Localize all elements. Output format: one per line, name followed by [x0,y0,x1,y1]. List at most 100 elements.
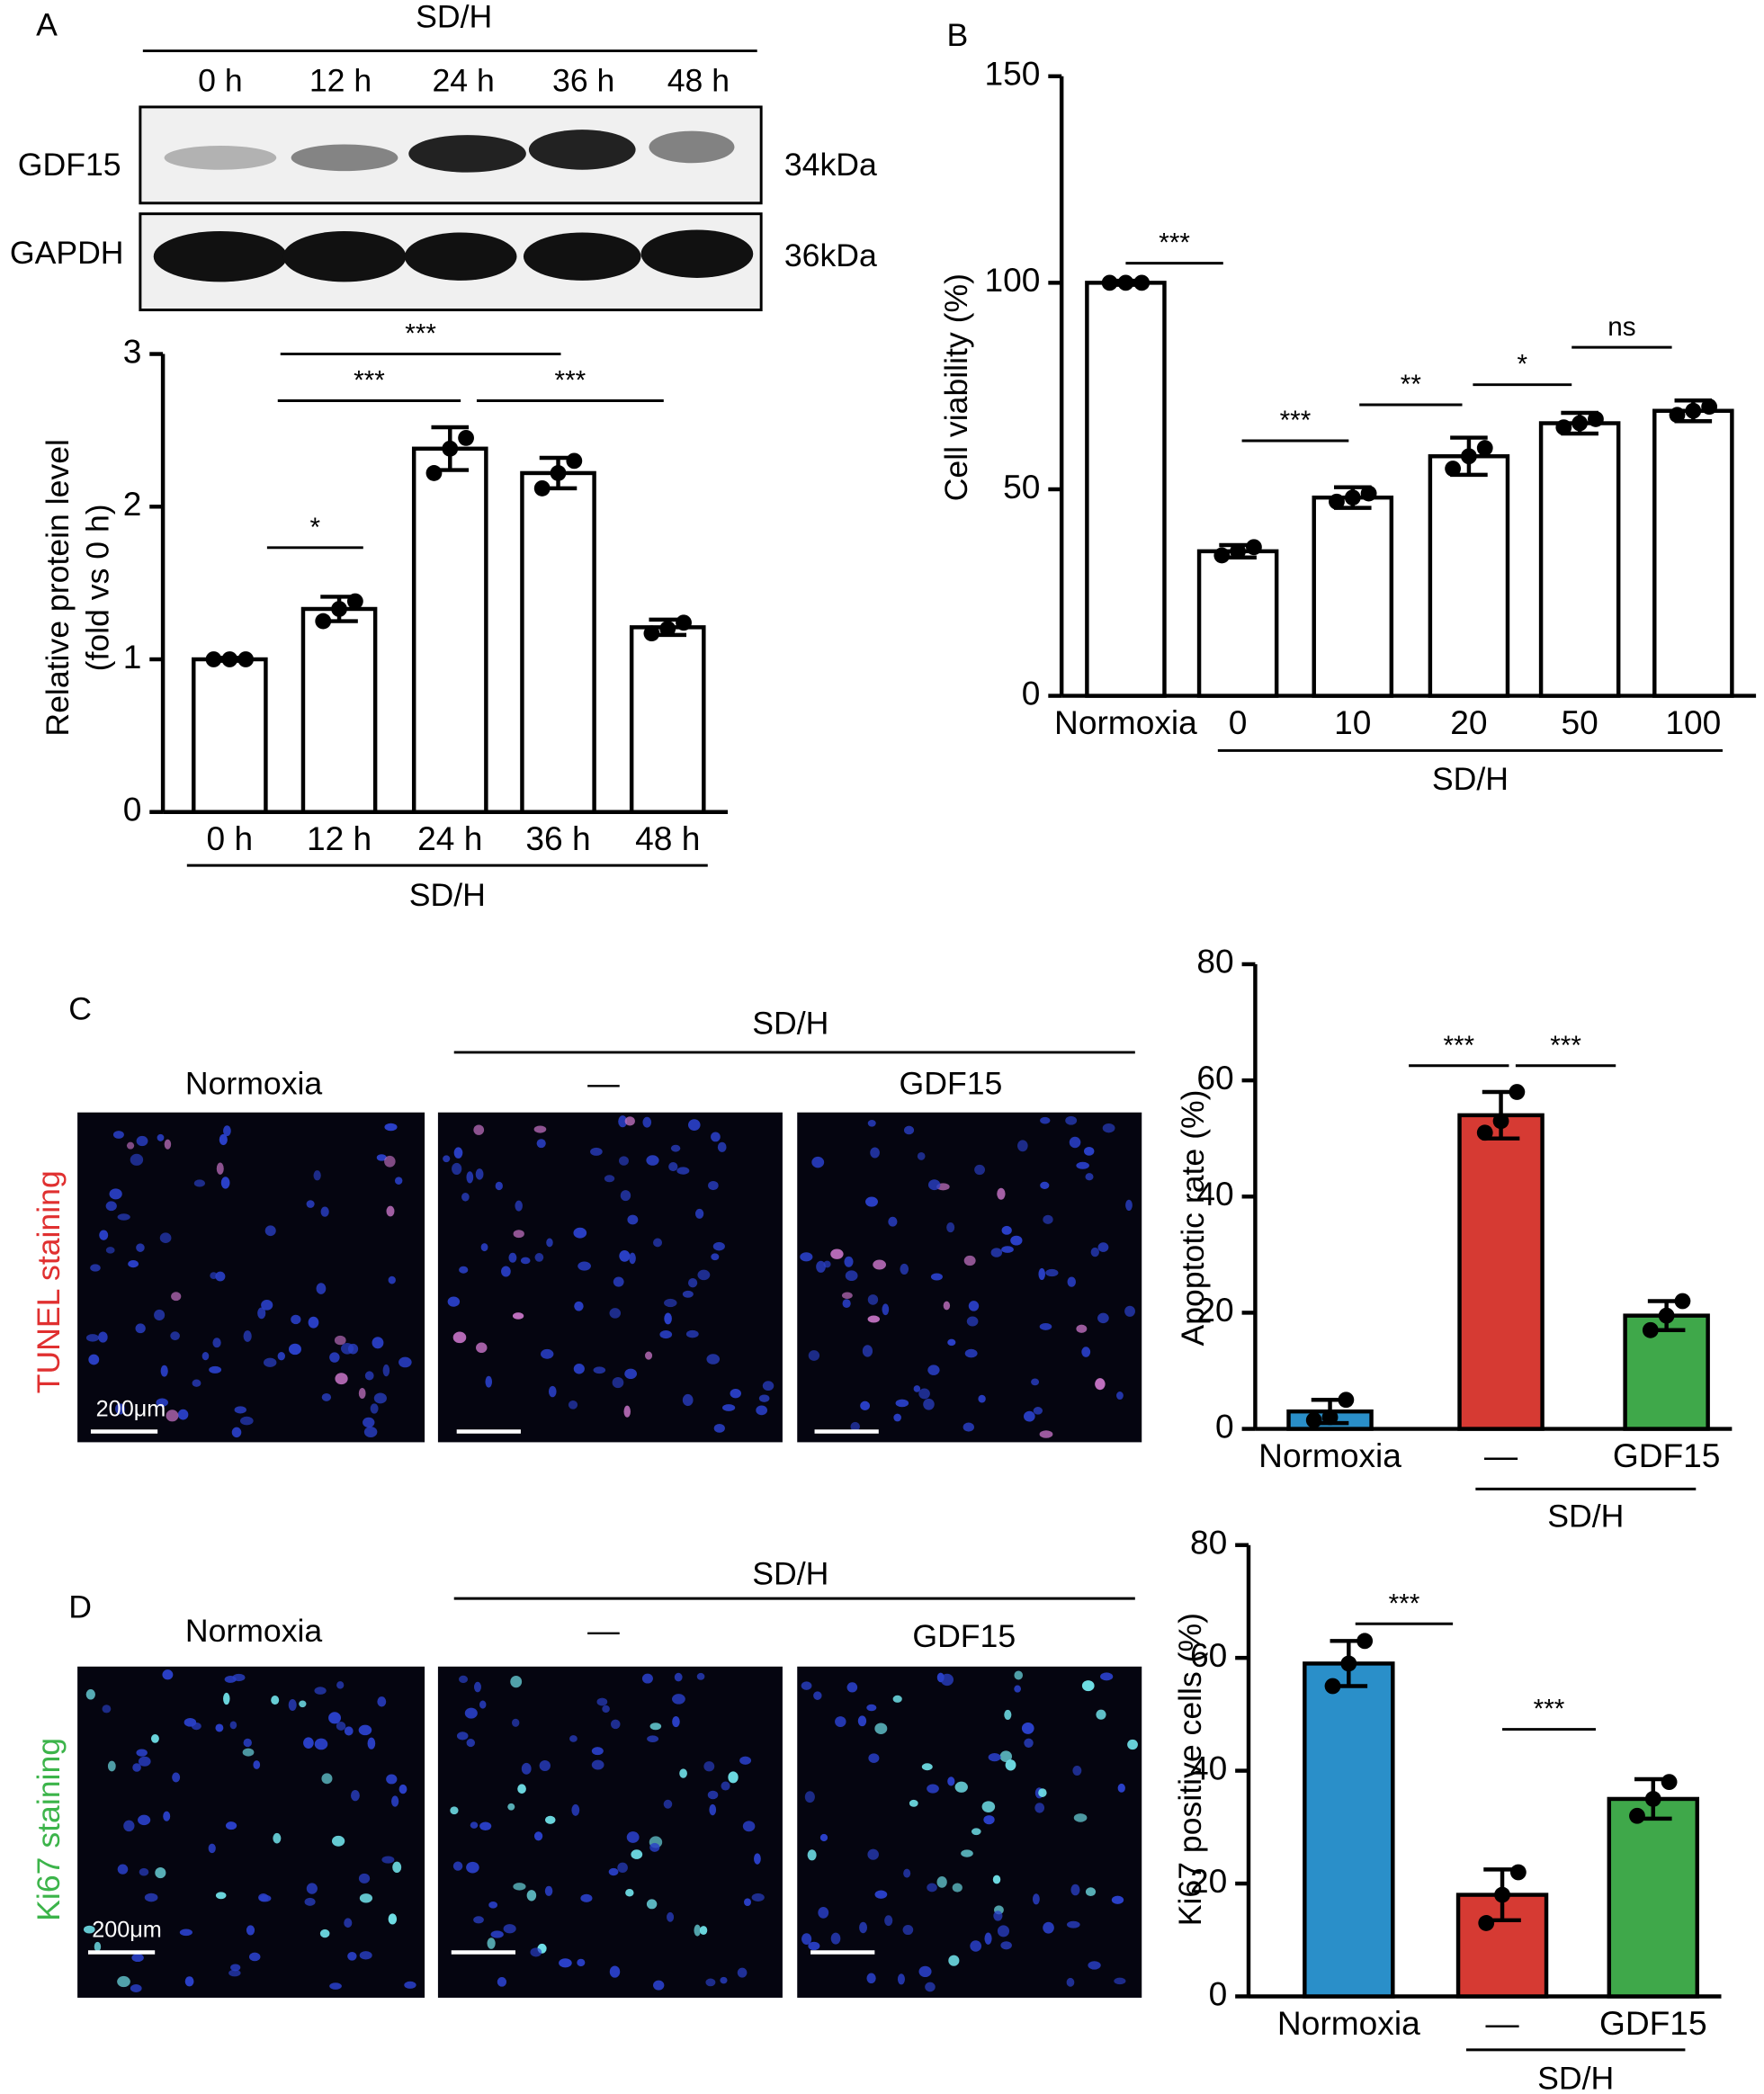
nucleus [112,1131,124,1139]
stain-label: TUNEL staining [31,1170,67,1393]
data-point [566,452,583,470]
nucleus [394,1177,403,1185]
nucleus [1066,1977,1075,1987]
nucleus [672,1715,680,1728]
panel-label: C [68,990,92,1026]
nucleus [804,1791,815,1803]
nucleus [705,1978,716,1987]
nucleus [166,1409,179,1422]
nucleus [751,1893,765,1902]
nucleus [308,1316,319,1329]
nucleus [372,1337,384,1349]
nucleus [591,1747,604,1756]
significance-label: *** [1280,406,1312,435]
nucleus [215,1892,227,1900]
nucleus [857,1715,867,1727]
nucleus [1125,1199,1133,1212]
micrograph [77,1666,425,1998]
nucleus [163,1811,171,1821]
blot-size: 34kDa [784,147,877,183]
data-point [221,651,238,667]
lane-label: 24 h [432,63,494,99]
group-label: SD/H [1547,1498,1624,1534]
nucleus [384,1155,396,1168]
nucleus [452,1861,463,1871]
nucleus [850,1421,860,1432]
x-tick-label: 100 [1665,703,1721,741]
nucleus [1066,1920,1080,1928]
nucleus [608,1867,619,1876]
nucleus [391,1795,399,1807]
nucleus [682,1393,694,1407]
nucleus [1090,1247,1099,1257]
bar [1457,1113,1545,1431]
data-point [1344,489,1361,506]
nucleus [593,1366,606,1374]
x-tick-label: Normoxia [1277,2004,1420,2042]
nucleus [610,1719,621,1730]
nucleus [721,1404,736,1411]
nucleus [936,1875,947,1888]
nucleus [968,1301,980,1311]
nucleus [364,1371,374,1381]
nucleus [664,1312,672,1325]
nucleus [649,1723,662,1731]
nucleus [209,1365,222,1374]
bar [192,657,268,814]
nucleus [559,1958,572,1968]
data-point [1321,1409,1339,1426]
data-point [1329,493,1345,510]
nucleus [459,1675,469,1684]
nucleus [613,1276,624,1287]
data-point [1476,1124,1493,1141]
nucleus [846,1682,858,1693]
nucleus [303,1737,314,1749]
nucleus [530,1947,542,1957]
nucleus [230,1964,241,1972]
band [640,229,754,278]
group-label: SD/H [752,1555,828,1591]
nucleus [192,1379,201,1387]
nucleus [1021,1722,1034,1734]
nucleus [625,1888,634,1897]
bar [411,446,488,814]
nucleus [1069,1136,1081,1149]
nucleus [503,1924,516,1934]
nucleus [682,1290,694,1298]
nucleus [313,1170,321,1181]
nucleus [299,1700,307,1708]
nucleus [466,1739,476,1748]
nucleus [927,1883,937,1893]
data-point [458,429,474,446]
x-tick-label: 36 h [525,819,590,857]
nucleus [626,1831,640,1843]
nucleus [609,1965,621,1978]
nucleus [578,1261,591,1271]
data-point [1509,1084,1526,1100]
data-point [1644,1791,1661,1807]
y-axis-label: Ki67 positive cells (%) [1172,1613,1208,1926]
nucleus [978,1394,986,1403]
nucleus [1095,1378,1106,1391]
nucleus [882,1303,890,1316]
significance-label: *** [354,366,385,396]
nucleus [1070,1884,1080,1896]
nucleus [497,1977,507,1987]
nucleus [373,1392,387,1404]
panel-label: A [36,6,58,42]
nucleus [918,1388,930,1400]
nucleus [548,1385,557,1398]
data-point [1674,1293,1691,1310]
data-point [1642,1321,1659,1338]
nucleus [997,1925,1010,1937]
nucleus [164,1139,172,1150]
nucleus [963,1255,976,1266]
scale-label: 200μm [92,1917,162,1942]
nucleus [1023,1410,1035,1422]
data-point [425,465,443,481]
nucleus [948,1955,960,1966]
nucleus [711,1253,720,1261]
nucleus [388,1275,396,1284]
data-point [533,480,551,497]
nucleus [754,1853,761,1865]
